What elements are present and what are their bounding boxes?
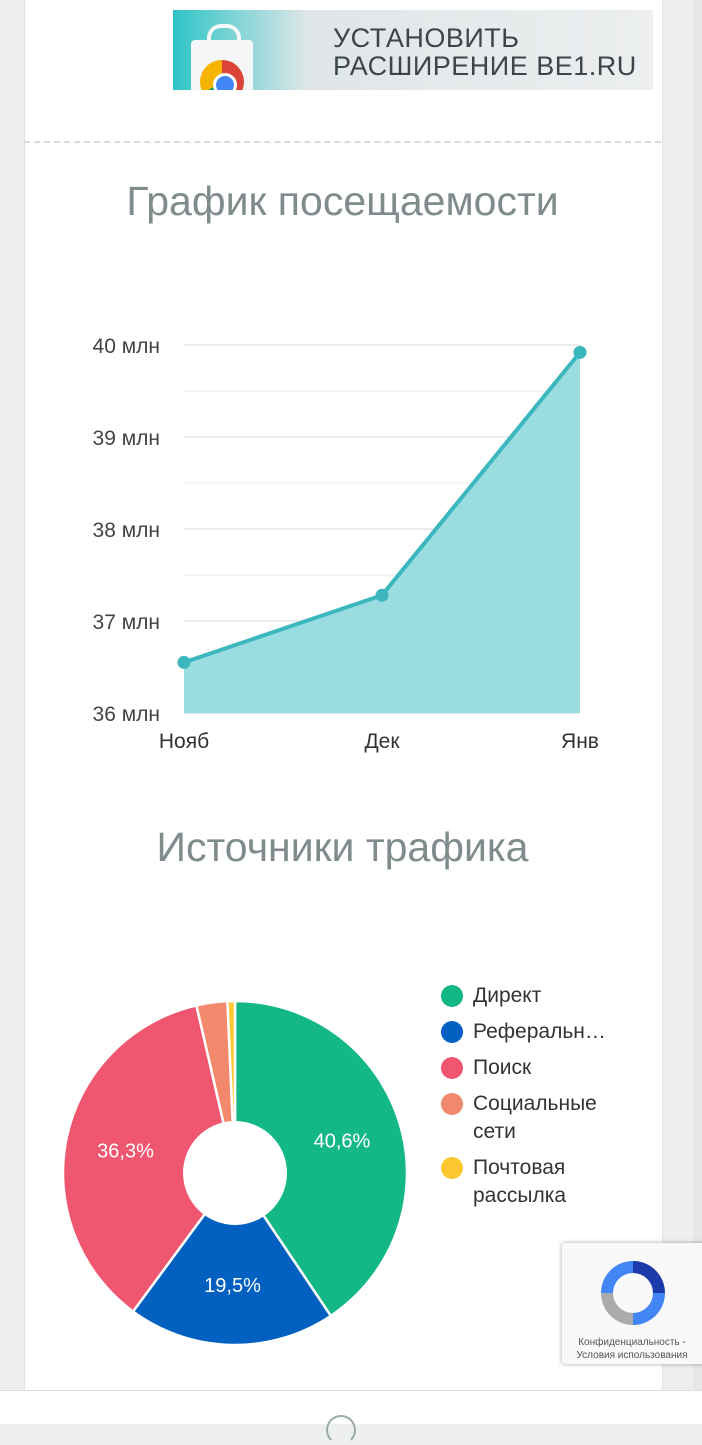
recaptcha-privacy-link[interactable]: Конфиденциальность -	[578, 1337, 686, 1348]
y-tick-label: 38 млн	[93, 519, 160, 542]
legend-item[interactable]: Почтовая рассылка	[441, 1154, 631, 1210]
chrome-icon	[200, 60, 244, 90]
data-point	[375, 588, 389, 602]
recaptcha-text: Конфиденциальность - Условия использован…	[562, 1336, 702, 1362]
legend-label: Почтовая рассылка	[473, 1156, 567, 1207]
visits-title: График посещаемости	[126, 178, 559, 224]
legend-swatch	[441, 1093, 463, 1115]
legend-label: Реферальн…	[473, 1020, 606, 1043]
slice-label: 19,5%	[204, 1275, 261, 1297]
slice-label: 40,6%	[314, 1130, 371, 1152]
y-tick-label: 37 млн	[93, 611, 160, 634]
pie-slice	[131, 1170, 333, 1347]
legend-label: Директ	[473, 984, 542, 1007]
legend-swatch	[441, 1021, 463, 1043]
legend-label: Социальные сети	[473, 1092, 597, 1143]
legend-item[interactable]: Социальные сети	[441, 1090, 631, 1146]
extension-banner[interactable]: УСТАНОВИТЬ РАСШИРЕНИЕ BE1.RU	[173, 10, 653, 90]
scroll-indicator-icon	[326, 1415, 356, 1445]
traffic-chart: 40,6% 19,5% 36,3%	[61, 999, 409, 1347]
legend-swatch	[441, 1157, 463, 1179]
recaptcha-badge[interactable]: Конфиденциальность - Условия использован…	[562, 1243, 702, 1364]
data-point	[177, 655, 191, 669]
y-tick-label: 36 млн	[93, 703, 160, 726]
banner-line-2: РАСШИРЕНИЕ BE1.RU	[333, 51, 637, 81]
legend-swatch	[441, 1057, 463, 1079]
legend-item[interactable]: Директ	[441, 982, 631, 1010]
legend-swatch	[441, 985, 463, 1007]
y-tick-label: 39 млн	[93, 427, 160, 450]
pie-slice	[233, 999, 409, 1318]
legend-item[interactable]: Поиск	[441, 1054, 631, 1082]
traffic-legend: Директ Реферальн… Поиск Социальные сети Почт…	[441, 982, 631, 1218]
page-edge	[693, 0, 702, 1390]
x-tick-label: Нояб	[159, 730, 209, 753]
legend-label: Поиск	[473, 1056, 532, 1079]
y-tick-label: 40 млн	[93, 335, 160, 358]
area-fill	[184, 352, 580, 713]
recaptcha-icon	[601, 1261, 665, 1325]
donut-hole	[183, 1121, 287, 1225]
traffic-title: Источники трафика	[156, 824, 529, 870]
banner-text: УСТАНОВИТЬ РАСШИРЕНИЕ BE1.RU	[333, 24, 637, 80]
legend-item[interactable]: Реферальн…	[441, 1018, 631, 1046]
pie-slice	[61, 1003, 237, 1314]
recaptcha-terms-link[interactable]: Условия использования	[576, 1350, 688, 1361]
data-point	[573, 345, 587, 359]
section-divider	[24, 141, 661, 143]
x-tick-label: Дек	[364, 730, 400, 753]
visits-chart: 36 млн 37 млн 38 млн 39 млн 40 млн Нояб Дек Янв	[93, 335, 599, 753]
slice-label: 36,3%	[97, 1140, 154, 1162]
banner-line-1: УСТАНОВИТЬ	[333, 23, 520, 53]
x-tick-label: Янв	[561, 730, 599, 753]
store-bag-icon	[191, 24, 253, 90]
